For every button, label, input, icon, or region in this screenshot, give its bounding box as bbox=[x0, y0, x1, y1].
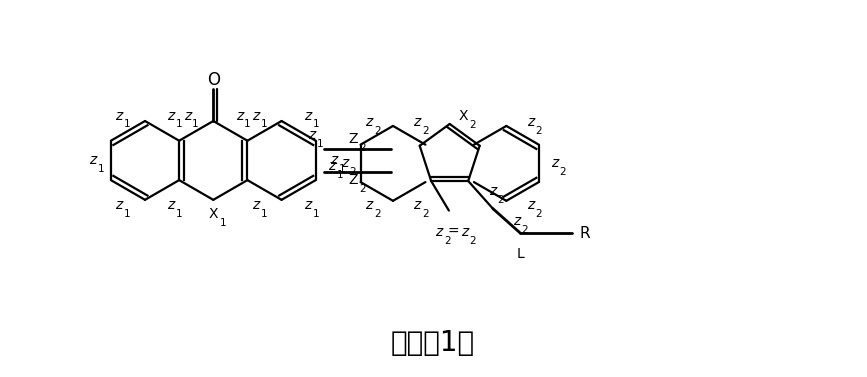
Text: Z: Z bbox=[349, 173, 358, 187]
Text: 2: 2 bbox=[521, 225, 528, 235]
Text: 2: 2 bbox=[422, 126, 428, 136]
Text: z: z bbox=[303, 109, 311, 123]
Text: 1: 1 bbox=[176, 120, 183, 129]
Text: O: O bbox=[207, 70, 220, 89]
Text: 1: 1 bbox=[316, 139, 323, 149]
Text: z: z bbox=[308, 128, 316, 142]
Text: Z: Z bbox=[349, 132, 358, 146]
Text: 2: 2 bbox=[559, 167, 566, 177]
Text: X: X bbox=[209, 207, 218, 221]
Text: 2: 2 bbox=[536, 126, 542, 136]
Text: R: R bbox=[579, 226, 590, 241]
Text: L: L bbox=[517, 247, 525, 261]
Text: z: z bbox=[329, 153, 337, 167]
Text: 1: 1 bbox=[98, 164, 105, 174]
Text: 1: 1 bbox=[192, 120, 199, 129]
Text: 1: 1 bbox=[124, 209, 131, 219]
Text: 2: 2 bbox=[498, 195, 504, 205]
Text: z: z bbox=[365, 115, 373, 129]
Text: z: z bbox=[115, 198, 123, 212]
Text: 1: 1 bbox=[312, 209, 319, 219]
Text: z: z bbox=[513, 214, 520, 228]
Text: =: = bbox=[447, 225, 459, 239]
Text: z: z bbox=[551, 156, 558, 170]
Text: z: z bbox=[184, 109, 191, 123]
Text: z: z bbox=[342, 156, 349, 170]
Text: z: z bbox=[365, 198, 373, 212]
Text: z: z bbox=[461, 225, 468, 239]
Text: 2: 2 bbox=[374, 126, 381, 136]
Text: z: z bbox=[328, 159, 335, 173]
Text: 1: 1 bbox=[124, 120, 131, 129]
Text: z: z bbox=[527, 115, 534, 129]
Text: 2: 2 bbox=[469, 120, 476, 130]
Text: 2: 2 bbox=[349, 167, 356, 177]
Text: z: z bbox=[167, 198, 174, 212]
Text: z: z bbox=[527, 198, 534, 212]
Text: X: X bbox=[459, 109, 468, 123]
Text: z: z bbox=[435, 225, 443, 239]
Text: 2: 2 bbox=[359, 143, 366, 153]
Text: 2: 2 bbox=[374, 209, 381, 219]
Text: z: z bbox=[414, 115, 420, 129]
Text: 2: 2 bbox=[359, 184, 366, 194]
Text: z: z bbox=[236, 109, 243, 123]
Text: z: z bbox=[167, 109, 174, 123]
Text: 1: 1 bbox=[338, 164, 345, 174]
Text: 1: 1 bbox=[261, 209, 267, 219]
Text: z: z bbox=[115, 109, 123, 123]
Text: 1: 1 bbox=[336, 170, 343, 180]
Text: 1: 1 bbox=[244, 120, 251, 129]
Text: 2: 2 bbox=[536, 209, 542, 219]
Text: z: z bbox=[414, 198, 420, 212]
Text: 2: 2 bbox=[470, 236, 476, 246]
Text: 1: 1 bbox=[312, 120, 319, 129]
Text: z: z bbox=[489, 184, 496, 198]
Text: z: z bbox=[252, 109, 259, 123]
Text: 2: 2 bbox=[444, 236, 451, 246]
Text: z: z bbox=[89, 153, 97, 167]
Text: 1: 1 bbox=[220, 218, 227, 228]
Text: 通式（1）: 通式（1） bbox=[391, 329, 475, 357]
Text: 1: 1 bbox=[176, 209, 183, 219]
Text: 2: 2 bbox=[422, 209, 428, 219]
Text: z: z bbox=[303, 198, 311, 212]
Text: z: z bbox=[252, 198, 259, 212]
Text: 1: 1 bbox=[261, 120, 267, 129]
